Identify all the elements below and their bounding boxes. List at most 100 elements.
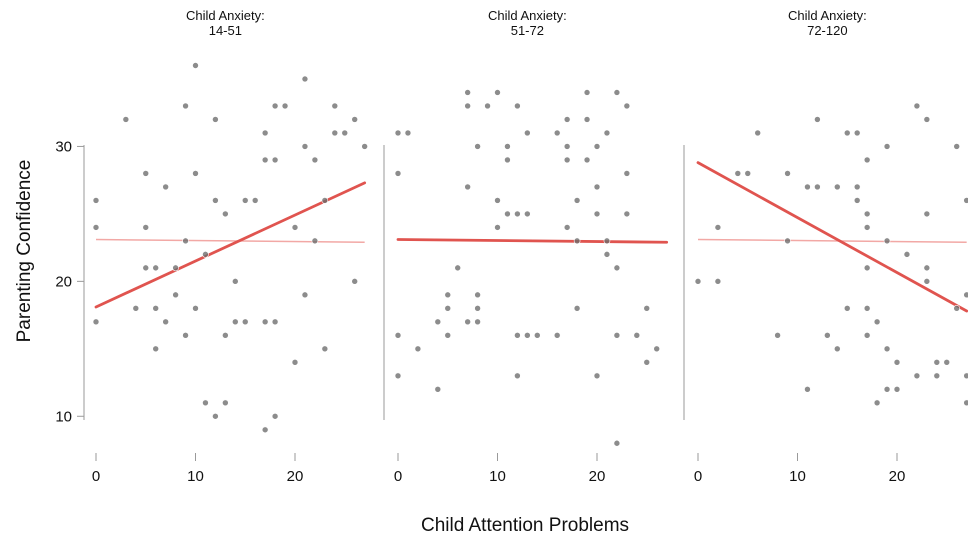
data-point <box>464 89 471 96</box>
y-axis-title: Parenting Confidence <box>14 160 35 343</box>
data-point <box>301 75 309 83</box>
data-point <box>192 305 199 312</box>
data-point <box>454 264 462 272</box>
x-tick-label: 20 <box>889 468 906 485</box>
data-point <box>593 372 601 380</box>
data-point <box>963 291 968 299</box>
data-point <box>603 251 611 258</box>
data-point <box>152 264 159 272</box>
data-point <box>514 102 521 110</box>
data-point <box>281 102 289 110</box>
fit-line <box>94 181 367 309</box>
data-point <box>152 305 159 312</box>
data-point <box>182 237 189 245</box>
data-point <box>843 305 851 312</box>
panel-3: Child Anxiety:72-120 0 10 20 <box>683 8 968 485</box>
data-point <box>613 89 621 96</box>
data-point <box>603 237 611 245</box>
data-point <box>484 102 491 110</box>
data-point <box>863 264 871 272</box>
data-point <box>583 89 591 96</box>
data-point <box>351 116 359 123</box>
data-point <box>533 332 541 339</box>
data-point <box>142 264 150 272</box>
data-point <box>434 385 442 393</box>
data-point <box>843 129 851 137</box>
data-point <box>494 224 501 231</box>
data-point <box>301 143 309 150</box>
data-point <box>563 143 571 150</box>
data-point <box>261 426 269 434</box>
data-point <box>212 412 219 420</box>
data-point <box>92 197 100 204</box>
data-point <box>623 102 631 110</box>
data-point <box>261 156 269 164</box>
data-point <box>172 291 179 299</box>
data-point <box>563 116 571 123</box>
data-point <box>504 210 511 218</box>
data-point <box>291 224 299 231</box>
data-point <box>833 183 841 191</box>
data-point <box>883 237 891 245</box>
data-point <box>653 345 661 353</box>
data-point <box>524 210 531 218</box>
data-point <box>863 210 871 218</box>
data-point <box>863 224 871 231</box>
data-point <box>222 210 229 218</box>
data-point <box>271 318 279 326</box>
data-point <box>232 278 239 285</box>
data-point <box>784 170 791 177</box>
data-point <box>92 224 100 231</box>
data-point <box>913 102 921 110</box>
data-point <box>903 251 911 258</box>
data-point <box>603 129 611 137</box>
data-point <box>923 264 931 272</box>
data-point <box>404 129 412 137</box>
data-point <box>643 305 651 312</box>
fit-line <box>396 238 669 244</box>
data-point <box>744 170 752 177</box>
data-point <box>291 359 299 366</box>
data-point <box>963 399 968 407</box>
data-point <box>321 197 329 204</box>
panel-subtitle: 72-120 <box>807 23 847 38</box>
data-point <box>394 129 402 137</box>
data-point <box>863 332 871 339</box>
data-point <box>943 359 951 366</box>
data-point <box>271 102 279 110</box>
data-point <box>853 197 861 204</box>
fit-line <box>696 161 968 313</box>
data-point <box>464 102 471 110</box>
data-point <box>142 170 150 177</box>
data-point <box>212 116 219 123</box>
data-point <box>321 345 329 353</box>
data-point <box>734 170 742 177</box>
data-point <box>464 183 471 191</box>
data-point <box>963 197 968 204</box>
data-point <box>241 197 249 204</box>
data-point <box>474 291 481 299</box>
data-point <box>212 197 219 204</box>
data-point <box>814 116 821 123</box>
data-point <box>182 332 189 339</box>
x-tick-label: 20 <box>589 468 606 485</box>
data-point <box>271 412 279 420</box>
data-point <box>953 143 961 150</box>
data-point <box>563 224 571 231</box>
data-point <box>613 264 621 272</box>
data-point <box>394 170 402 177</box>
panel-subtitle: 51-72 <box>511 23 544 38</box>
data-point <box>573 237 581 245</box>
data-point <box>553 129 561 137</box>
data-point <box>593 143 601 150</box>
data-point <box>694 278 702 285</box>
data-point <box>162 318 169 326</box>
panel-subtitle: 14-51 <box>209 23 242 38</box>
data-point <box>963 372 968 380</box>
data-point <box>833 345 841 353</box>
data-point <box>714 224 722 231</box>
data-point <box>933 372 941 380</box>
y-tick-label: 20 <box>55 273 72 290</box>
